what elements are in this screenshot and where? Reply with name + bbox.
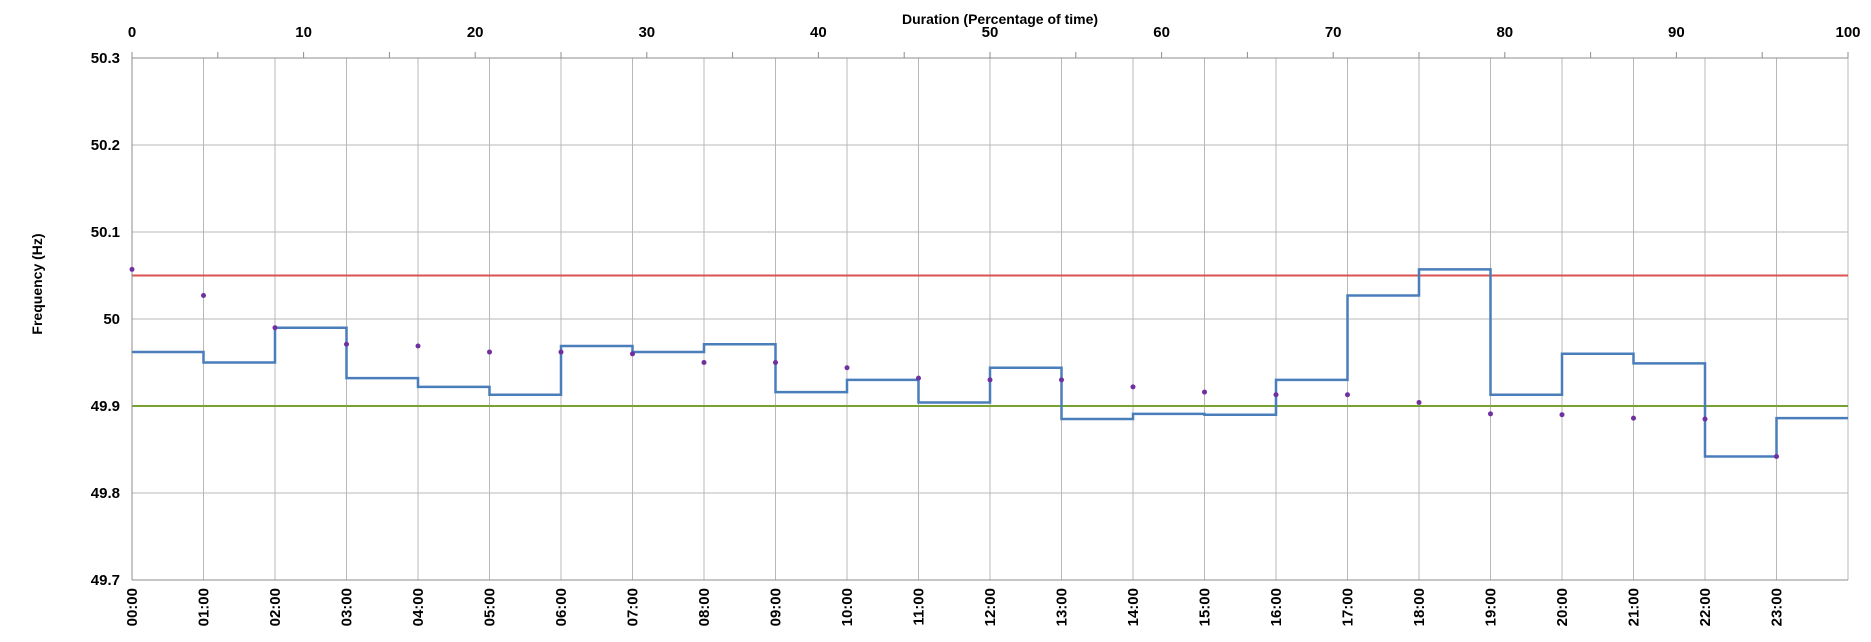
x-tick-label: 18:00 — [1411, 588, 1428, 626]
scatter-point — [773, 360, 778, 365]
x-tick-label: 14:00 — [1125, 588, 1142, 626]
scatter-point — [630, 351, 636, 357]
y-tick-label: 50 — [103, 311, 120, 328]
top-tick-label: 70 — [1325, 24, 1342, 41]
x-tick-label: 03:00 — [339, 588, 356, 626]
scatter-point — [1773, 453, 1779, 459]
x-tick-label: 07:00 — [625, 588, 642, 626]
scatter-point — [1702, 416, 1708, 422]
x-tick-label: 05:00 — [482, 588, 499, 626]
x-tick-label: 01:00 — [196, 588, 213, 626]
top-tick-label: 10 — [295, 24, 312, 41]
step-line-series — [132, 268, 1848, 458]
tick-labels: 50.3 50.2 50.1 50 49.9 49.8 49.7 0 10 20 30 40 50 60 7… — [91, 24, 1861, 626]
scatter-point — [1488, 411, 1494, 417]
x-tick-label: 10:00 — [839, 588, 856, 626]
scatter-point — [1631, 415, 1636, 421]
top-tick-label: 90 — [1668, 24, 1685, 41]
scatter-point — [1202, 389, 1207, 395]
series — [129, 266, 1848, 459]
top-tick-label: 30 — [638, 24, 655, 41]
x-tick-label: 23:00 — [1769, 588, 1786, 626]
y-tick-label: 50.3 — [91, 50, 120, 67]
y-tick-label: 50.1 — [91, 224, 120, 241]
x-tick-label: 11:00 — [911, 588, 928, 626]
top-axis-title: Duration (Percentage of time) — [902, 11, 1098, 27]
scatter-point — [201, 293, 207, 299]
x-tick-label: 20:00 — [1554, 588, 1571, 626]
x-tick-label: 16:00 — [1268, 588, 1285, 626]
x-tick-label: 22:00 — [1697, 588, 1714, 626]
scatter-point — [915, 375, 921, 381]
scatter-point — [486, 349, 492, 355]
scatter-point — [1059, 377, 1065, 383]
scatter-point — [1273, 392, 1279, 398]
x-tick-label: 09:00 — [768, 588, 785, 626]
scatter-point — [415, 343, 421, 349]
top-tick-label: 80 — [1496, 24, 1513, 41]
axes — [131, 52, 1849, 581]
x-tick-label: 02:00 — [267, 588, 284, 626]
x-tick-label: 00:00 — [124, 588, 141, 626]
y-tick-label: 50.2 — [91, 137, 120, 154]
top-tick-label: 50 — [982, 24, 999, 41]
scatter-point — [558, 349, 564, 355]
x-tick-label: 06:00 — [553, 588, 570, 626]
scatter-point — [344, 341, 349, 347]
x-tick-label: 12:00 — [982, 588, 999, 626]
x-tick-label: 19:00 — [1483, 588, 1500, 626]
top-tick-label: 100 — [1835, 24, 1860, 41]
x-tick-label: 21:00 — [1626, 588, 1643, 626]
x-tick-label: 04:00 — [410, 588, 427, 626]
x-tick-label: 08:00 — [696, 588, 713, 626]
top-tick-label: 20 — [467, 24, 484, 41]
scatter-point — [1130, 384, 1136, 390]
top-tick-label: 60 — [1153, 24, 1170, 41]
scatter-point — [1559, 412, 1565, 418]
scatter-point — [1344, 392, 1350, 398]
top-tick-label: 0 — [128, 24, 136, 41]
y-tick-label: 49.9 — [91, 398, 120, 415]
y-tick-label: 49.8 — [91, 485, 120, 502]
x-tick-label: 13:00 — [1054, 588, 1071, 626]
y-tick-label: 49.7 — [91, 572, 120, 589]
y-axis-title: Frequency (Hz) — [29, 233, 45, 334]
scatter-point — [272, 325, 278, 331]
scatter-point — [129, 266, 135, 272]
scatter-point — [987, 377, 993, 383]
reference-lines — [132, 274, 1848, 407]
x-tick-label: 15:00 — [1197, 588, 1214, 626]
scatter-point — [844, 365, 850, 371]
x-tick-label: 17:00 — [1340, 588, 1357, 626]
scatter-point — [1416, 400, 1422, 406]
scatter-point — [701, 360, 707, 365]
top-tick-label: 40 — [810, 24, 827, 41]
